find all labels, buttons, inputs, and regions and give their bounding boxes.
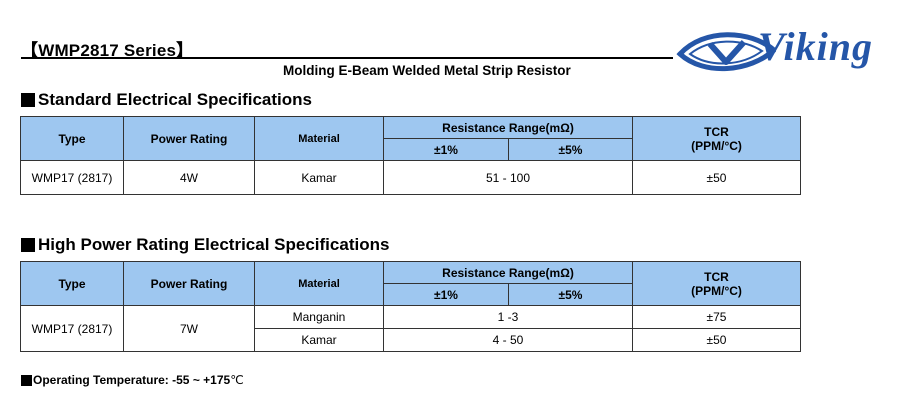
standard-specs-heading: Standard Electrical Specifications — [21, 90, 312, 110]
header-type: Type — [20, 116, 124, 161]
header-material: Material — [254, 261, 384, 306]
viking-eye-logo-icon — [676, 32, 776, 72]
cell-tcr: ±50 — [632, 160, 802, 195]
table-row: WMP17 (2817) 7W Manganin 1 -3 ±75 — [20, 305, 802, 352]
title-rule — [21, 57, 673, 59]
cell-range: 1 -3 — [382, 305, 634, 329]
cell-power: 7W — [123, 305, 255, 352]
product-subtitle: Molding E-Beam Welded Metal Strip Resist… — [283, 63, 571, 78]
header-tcr-line1: TCR — [704, 124, 729, 139]
logo-wordmark: Viking — [758, 24, 873, 69]
header-tolerance-1: ±1% — [383, 283, 509, 306]
header-tolerance-5: ±5% — [507, 283, 634, 306]
header-tolerance-1: ±1% — [383, 138, 509, 161]
operating-temperature-unit: ℃ — [230, 373, 244, 387]
high-power-specs-heading-text: High Power Rating Electrical Specificati… — [38, 235, 390, 254]
high-power-specs-heading: High Power Rating Electrical Specificati… — [21, 235, 389, 255]
header-power-rating: Power Rating — [123, 261, 255, 306]
high-power-specs-table: Type Power Rating Material Resistance Ra… — [20, 261, 802, 352]
header-tcr: TCR (PPM/°C) — [632, 261, 802, 306]
header-power-rating: Power Rating — [123, 116, 255, 161]
table-row: Kamar 4 - 50 ±50 — [21, 328, 802, 352]
header-tolerance-5: ±5% — [507, 138, 634, 161]
black-square-bullet-icon — [21, 238, 35, 252]
standard-specs-heading-text: Standard Electrical Specifications — [38, 90, 312, 109]
header-tcr-line1: TCR — [704, 269, 729, 284]
cell-type: WMP17 (2817) — [20, 160, 124, 195]
operating-temperature: Operating Temperature: -55 ~ +175 ℃ — [21, 373, 244, 387]
header-material: Material — [254, 116, 384, 161]
black-square-bullet-icon — [21, 374, 32, 386]
header-tcr-line2: (PPM/°C) — [691, 138, 742, 153]
header-resistance-range: Resistance Range(mΩ) — [382, 261, 634, 284]
series-title: 【WMP2817 Series】 — [21, 41, 194, 60]
header-tcr-line2: (PPM/°C) — [691, 283, 742, 298]
cell-range: 51 - 100 — [382, 160, 634, 195]
operating-temperature-label: Operating Temperature: -55 ~ +175 — [33, 373, 231, 387]
cell-material: Kamar — [254, 160, 384, 195]
black-square-bullet-icon — [21, 93, 35, 107]
cell-material: Manganin — [254, 305, 384, 329]
header-resistance-range: Resistance Range(mΩ) — [382, 116, 634, 139]
cell-tcr: ±75 — [632, 305, 802, 329]
cell-tcr: ±50 — [632, 328, 802, 352]
standard-specs-table: Type Power Rating Material Resistance Ra… — [20, 116, 802, 195]
cell-range: 4 - 50 — [382, 328, 634, 352]
header-tcr: TCR (PPM/°C) — [632, 116, 802, 161]
table-row: WMP17 (2817) 4W Kamar 51 - 100 ±50 — [20, 160, 802, 195]
header-type: Type — [20, 261, 124, 306]
cell-power: 4W — [123, 160, 255, 195]
viking-logo: Viking — [676, 20, 896, 82]
cell-material: Kamar — [254, 328, 384, 352]
cell-type: WMP17 (2817) — [20, 305, 124, 352]
